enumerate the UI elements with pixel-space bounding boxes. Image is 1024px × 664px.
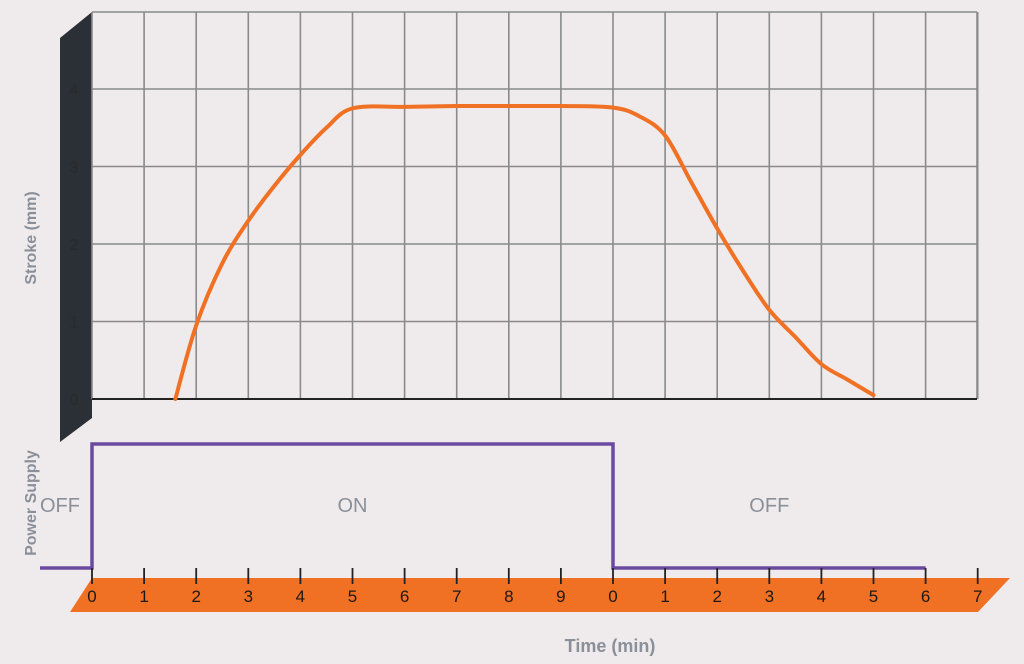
y-tick-label: 3 (70, 160, 79, 177)
x-tick-label: 7 (973, 587, 982, 606)
x-tick-label: 6 (400, 587, 409, 606)
power-state-label-off: OFF (749, 495, 789, 517)
x-tick-label: 3 (244, 587, 253, 606)
y-tick-label: 2 (70, 237, 79, 254)
y-tick-label: 1 (70, 315, 79, 332)
x-tick-label: 4 (817, 587, 826, 606)
time-axis-orange-band (70, 578, 1010, 612)
power-supply-line (40, 442, 926, 570)
x-tick-label: 5 (869, 587, 878, 606)
power-supply-panel: OFF ON OFF (40, 442, 926, 570)
x-tick-label: 0 (608, 587, 617, 606)
y-tick-labels: 0 1 2 3 4 (70, 82, 79, 409)
x-tick-label: 6 (921, 587, 930, 606)
x-tick-label: 0 (87, 587, 96, 606)
x-tick-label: 4 (296, 587, 305, 606)
power-supply-label: Power Supply (23, 450, 40, 556)
x-tick-label: 1 (139, 587, 148, 606)
time-axis-band: 0 1 2 3 4 5 6 7 8 9 0 1 2 3 4 5 6 7 (70, 568, 1010, 612)
x-tick-label: 1 (660, 587, 669, 606)
grid (91, 11, 979, 400)
stroke-series-line (173, 103, 876, 401)
power-state-label-on: ON (338, 495, 368, 517)
x-tick-label: 2 (712, 587, 721, 606)
x-tick-label: 8 (504, 587, 513, 606)
x-tick-label: 7 (452, 587, 461, 606)
y-tick-label: 4 (70, 82, 79, 99)
stroke-axis-dark-band (60, 12, 92, 442)
x-tick-label: 3 (765, 587, 774, 606)
stroke-axis-band (60, 12, 92, 442)
x-tick-label: 9 (556, 587, 565, 606)
x-axis-label: Time (min) (565, 636, 656, 656)
power-state-label-off: OFF (40, 495, 80, 517)
y-tick-label: 0 (70, 392, 79, 409)
x-tick-label: 2 (191, 587, 200, 606)
x-tick-label: 5 (348, 587, 357, 606)
y-axis-label: Stroke (mm) (23, 191, 40, 284)
